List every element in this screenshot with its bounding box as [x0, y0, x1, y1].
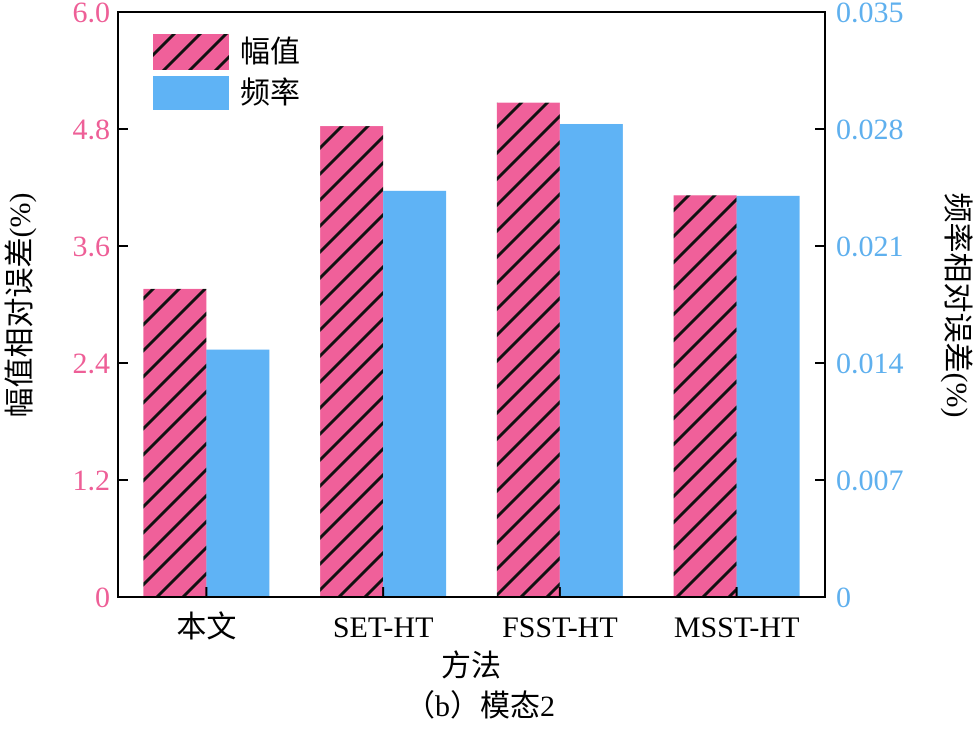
- legend-label-amplitude: 幅值: [240, 36, 300, 69]
- y-left-tick-label-1: 1.2: [73, 464, 111, 497]
- bar-frequency-3: [736, 195, 800, 597]
- legend-swatch-frequency: [153, 76, 229, 110]
- y-right-tick-label-0: 0: [836, 581, 851, 614]
- y-left-tick-label-4: 4.8: [73, 113, 111, 146]
- y-axis-title-right: 频率相对误差(%): [940, 193, 973, 418]
- plot-frame: [117, 11, 826, 598]
- bar-amplitude-0: [143, 288, 207, 597]
- legend-label-frequency: 频率: [240, 77, 300, 110]
- y-left-tick-label-3: 3.6: [73, 230, 111, 263]
- x-tick-label-2: FSST-HT: [502, 611, 618, 644]
- legend: 幅值 频率: [153, 34, 300, 110]
- y-left-tick-label-0: 0: [95, 581, 110, 614]
- y-right-tick-label-1: 0.007: [836, 464, 904, 497]
- axes-layer: 本文 SET-HT FSST-HT MSST-HT 0 0 1.2 0.007 2.4 0.014…: [73, 0, 904, 644]
- y-left-tick-label-5: 6.0: [73, 0, 111, 29]
- y-right-tick-label-3: 0.021: [836, 230, 904, 263]
- bars-layer: [143, 102, 800, 598]
- x-tick-label-3: MSST-HT: [674, 611, 800, 644]
- bar-frequency-0: [206, 349, 270, 597]
- legend-swatch-amplitude: [153, 34, 229, 70]
- y-axis-title-left: 幅值相对误差(%): [4, 193, 37, 418]
- y-right-tick-label-2: 0.014: [836, 347, 904, 380]
- y-right-tick-label-4: 0.028: [836, 113, 904, 146]
- bar-frequency-1: [383, 190, 447, 598]
- bar-amplitude-3: [673, 195, 737, 598]
- bar-frequency-2: [559, 123, 623, 597]
- x-tick-label-1: SET-HT: [333, 611, 434, 644]
- x-axis-title: 方法: [441, 650, 501, 683]
- figure-caption: （b）模态2: [405, 690, 555, 723]
- bar-amplitude-1: [320, 126, 384, 597]
- y-right-tick-label-5: 0.035: [836, 0, 904, 29]
- y-left-tick-label-2: 2.4: [73, 347, 111, 380]
- x-tick-label-0: 本文: [176, 611, 236, 644]
- bar-amplitude-2: [496, 102, 560, 598]
